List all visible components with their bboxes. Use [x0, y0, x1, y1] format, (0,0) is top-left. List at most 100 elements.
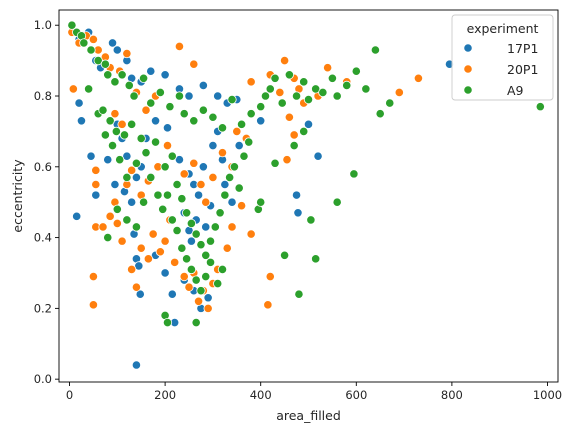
data-point-a9-31 [291, 91, 302, 101]
y-tick-label-5: 1.0 [34, 18, 52, 32]
data-point-a9-105 [153, 190, 163, 200]
data-point-17p1-18 [303, 119, 314, 129]
data-point-20p1-35 [112, 218, 122, 229]
data-point-17p1-4 [107, 38, 118, 48]
data-point-20p1-45 [170, 257, 180, 267]
y-tick-label-2: 0.4 [34, 231, 52, 245]
x-tick-label-2: 400 [250, 388, 272, 402]
data-point-17p1-19 [313, 151, 323, 161]
data-point-a9-13 [146, 98, 156, 108]
data-point-a9-106 [136, 133, 146, 144]
data-point-17p1-17 [256, 116, 266, 126]
data-point-a9-103 [139, 197, 149, 207]
data-point-17p1-48 [198, 162, 208, 172]
data-point-20p1-55 [227, 222, 237, 232]
data-point-a9-93 [349, 169, 359, 179]
data-point-a9-28 [270, 73, 280, 83]
data-point-a9-68 [229, 162, 240, 172]
data-point-20p1-67 [208, 172, 218, 183]
data-point-a9-23 [236, 119, 247, 129]
data-point-17p1-32 [134, 261, 144, 271]
data-point-20p1-25 [394, 87, 404, 98]
data-point-a9-6 [100, 59, 110, 69]
data-point-17p1-47 [193, 190, 204, 200]
data-point-a9-32 [299, 77, 309, 87]
data-point-17p1-68 [122, 151, 132, 161]
data-point-a9-45 [84, 84, 94, 94]
data-point-a9-16 [174, 91, 185, 101]
data-point-17p1-24 [86, 151, 96, 161]
data-point-a9-15 [165, 102, 175, 112]
data-point-20p1-27 [91, 165, 101, 175]
data-point-20p1-13 [174, 41, 185, 52]
y-tick-label-0: 0.0 [34, 372, 52, 386]
data-point-a9-59 [186, 218, 196, 229]
data-point-a9-98 [256, 197, 266, 207]
data-point-a9-12 [139, 73, 149, 83]
legend-label-17p1: 17P1 [507, 41, 538, 56]
data-point-20p1-42 [155, 247, 165, 257]
data-point-a9-10 [124, 80, 134, 90]
data-point-20p1-68 [217, 148, 228, 158]
data-point-20p1-28 [91, 179, 101, 190]
data-point-17p1-14 [213, 91, 223, 101]
data-point-a9-54 [160, 162, 170, 172]
data-point-a9-78 [186, 264, 196, 275]
data-point-a9-82 [205, 257, 216, 267]
data-point-a9-11 [129, 91, 139, 101]
data-point-a9-38 [342, 80, 352, 90]
data-point-a9-87 [191, 317, 201, 328]
data-point-20p1-49 [193, 296, 204, 306]
data-point-a9-101 [122, 215, 132, 225]
data-point-a9-34 [311, 84, 321, 94]
data-point-a9-66 [220, 190, 230, 200]
data-point-a9-84 [217, 264, 228, 275]
data-point-a9-50 [122, 172, 132, 183]
data-point-20p1-56 [236, 201, 247, 211]
data-point-a9-55 [167, 151, 177, 161]
data-point-a9-9 [117, 70, 127, 80]
data-point-17p1-44 [174, 155, 185, 165]
data-point-a9-110 [105, 116, 115, 126]
data-point-17p1-63 [162, 123, 173, 133]
x-tick-label-4: 800 [441, 388, 463, 402]
data-point-20p1-39 [136, 243, 146, 253]
data-point-a9-7 [103, 70, 113, 80]
data-point-17p1-5 [112, 45, 122, 55]
data-point-20p1-78 [117, 119, 127, 129]
x-tick-label-0: 0 [66, 388, 73, 402]
data-point-20p1-65 [196, 179, 206, 190]
data-point-20p1-59 [263, 300, 273, 310]
data-point-a9-86 [162, 317, 173, 328]
data-point-a9-39 [351, 66, 361, 76]
data-point-20p1-14 [189, 59, 199, 69]
data-point-a9-108 [119, 130, 130, 140]
data-point-a9-76 [177, 243, 187, 253]
y-tick-label-1: 0.2 [34, 301, 52, 315]
data-point-a9-91 [306, 215, 316, 225]
data-point-20p1-54 [222, 243, 232, 253]
data-point-a9-104 [146, 172, 156, 183]
data-point-a9-0 [67, 20, 77, 30]
data-point-a9-74 [167, 215, 177, 225]
data-point-20p1-37 [127, 264, 137, 275]
data-point-20p1-72 [162, 140, 173, 151]
data-point-20p1-61 [289, 130, 299, 140]
data-point-a9-89 [294, 289, 304, 299]
data-point-a9-64 [210, 222, 220, 232]
data-point-a9-70 [239, 151, 249, 161]
data-point-a9-24 [246, 109, 256, 119]
data-point-20p1-64 [189, 158, 199, 168]
data-point-17p1-13 [198, 80, 208, 90]
data-point-a9-57 [177, 194, 187, 204]
data-point-a9-99 [103, 232, 113, 243]
data-point-a9-5 [93, 56, 103, 66]
data-point-17p1-64 [150, 116, 161, 126]
data-point-a9-41 [370, 45, 381, 55]
data-point-20p1-36 [117, 236, 127, 246]
data-point-a9-4 [86, 45, 96, 55]
legend-marker-20p1 [463, 64, 473, 74]
data-point-a9-60 [191, 229, 201, 239]
data-point-a9-42 [375, 109, 385, 119]
data-point-a9-27 [265, 84, 275, 94]
